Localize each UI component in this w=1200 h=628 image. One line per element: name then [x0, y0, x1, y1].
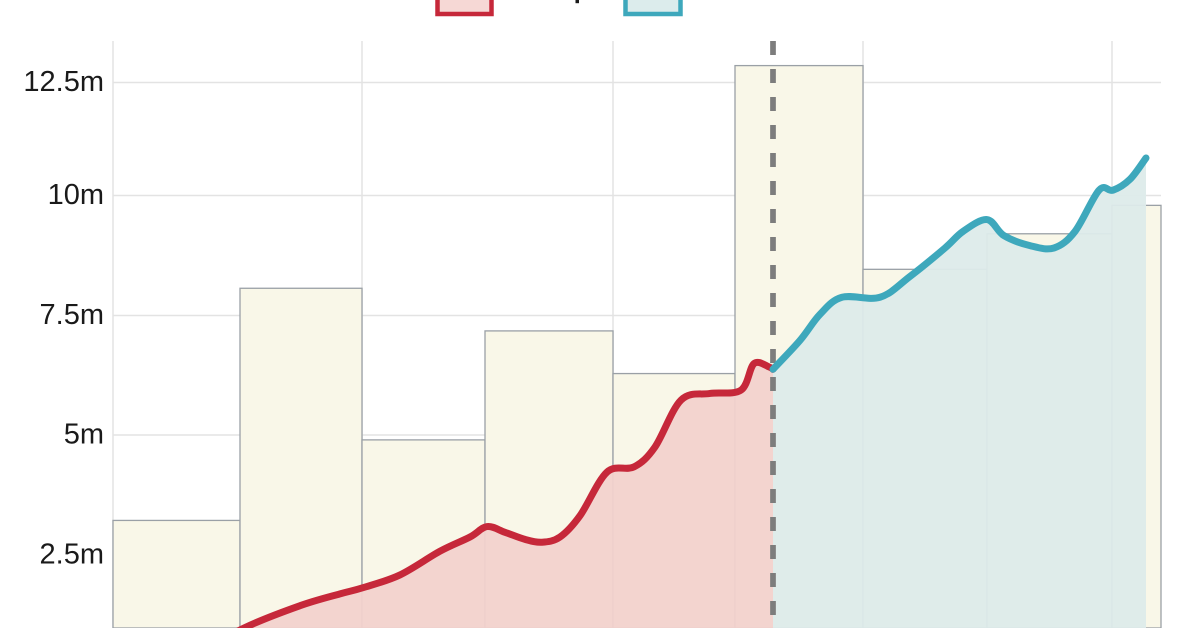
svg-text:2.5m: 2.5m: [40, 539, 104, 571]
svg-text:10m: 10m: [48, 179, 104, 211]
svg-text:7.5m: 7.5m: [40, 299, 104, 331]
svg-text:5m: 5m: [64, 419, 104, 451]
svg-text:12.5m: 12.5m: [23, 66, 104, 98]
